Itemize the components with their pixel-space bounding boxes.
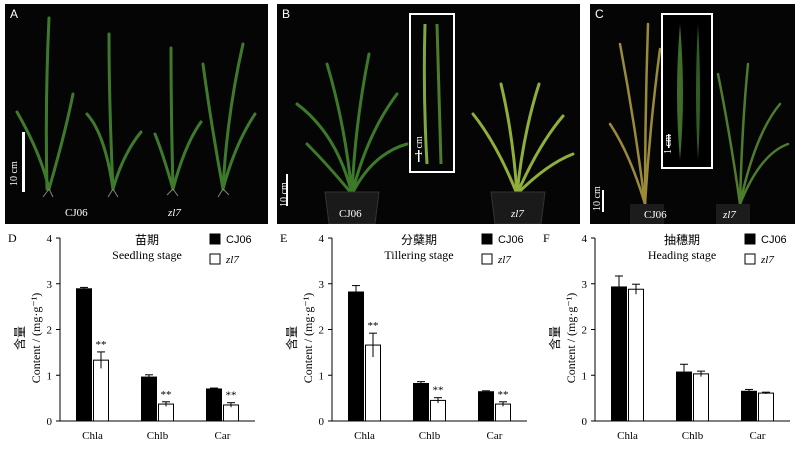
legend-label-zl7: zl7 xyxy=(497,254,511,266)
legend-label-cj06: CJ06 xyxy=(498,234,524,246)
seedling-plants-image xyxy=(15,16,257,198)
legend-label-zl7: zl7 xyxy=(225,254,239,266)
significance-marker: ** xyxy=(226,390,237,402)
chart-title-cn: 分蘖期 xyxy=(401,232,437,247)
bar-chla-zl7 xyxy=(628,288,644,422)
x-tick-label: Chla xyxy=(354,430,375,442)
x-tick-label: Chlb xyxy=(682,430,704,442)
y-axis-label: Content / (mg·g⁻¹) xyxy=(564,293,578,384)
scale-bar-label: 10 cm xyxy=(279,182,290,207)
panel-letter: E xyxy=(280,231,287,245)
y-tick-label: 3 xyxy=(319,279,325,291)
bar-chla-cj06 xyxy=(76,288,92,422)
inset-scale-label: 1 cm xyxy=(663,134,674,154)
label-cj06: CJ06 xyxy=(65,207,88,219)
x-tick-label: Chla xyxy=(82,430,103,442)
legend-swatch-zl7 xyxy=(209,253,221,265)
bar-chlb-zl7 xyxy=(158,403,174,422)
bar-chlb-zl7 xyxy=(430,399,446,422)
bar-car-cj06 xyxy=(478,391,494,422)
panel-letter-a: A xyxy=(10,7,19,21)
legend-swatch-zl7 xyxy=(744,253,756,265)
y-tick-label: 0 xyxy=(47,416,53,428)
significance-marker: ** xyxy=(498,389,509,401)
bar-car-cj06 xyxy=(206,388,222,422)
bar-car-cj06 xyxy=(741,390,757,422)
y-tick-label: 1 xyxy=(319,370,325,382)
y-tick-label: 3 xyxy=(582,279,588,291)
legend-label-cj06: CJ06 xyxy=(761,234,787,246)
label-zl7: zl7 xyxy=(723,209,736,221)
bar-car-zl7 xyxy=(223,404,239,422)
legend-swatch-cj06 xyxy=(481,233,493,245)
chart-panel-e: E 0 1 2 3 4 含量 Content / (mg·g⁻¹) 分蘖期 Tillering s… xyxy=(272,228,537,450)
legend-swatch-cj06 xyxy=(744,233,756,245)
y-tick-label: 3 xyxy=(47,279,53,291)
y-tick-label: 0 xyxy=(582,416,588,428)
scale-bar-label: 10 cm xyxy=(592,186,603,211)
label-cj06: CJ06 xyxy=(339,208,362,220)
legend-label-zl7: zl7 xyxy=(760,254,774,266)
y-tick-label: 4 xyxy=(319,233,325,245)
significance-marker: ** xyxy=(161,389,172,401)
y-axis-label: Content / (mg·g⁻¹) xyxy=(29,293,43,384)
bar-chla-cj06 xyxy=(348,291,364,422)
label-zl7: zl7 xyxy=(168,207,181,219)
y-tick-label: 4 xyxy=(582,233,588,245)
y-tick-label: 4 xyxy=(47,233,53,245)
bar-chlb-zl7 xyxy=(693,373,709,422)
y-axis-label-cn: 含量 xyxy=(547,326,562,350)
photo-panel-a: A 10 cm CJ06 zl7 xyxy=(5,4,268,224)
x-tick-label: Chlb xyxy=(419,430,441,442)
bar-chla-cj06 xyxy=(611,286,627,422)
bar-chlb-cj06 xyxy=(413,382,429,422)
inset-scale-label: 1 cm xyxy=(414,136,425,156)
legend-label-cj06: CJ06 xyxy=(226,234,252,246)
bar-car-zl7 xyxy=(495,403,511,422)
panel-letter: D xyxy=(8,231,17,245)
panel-letter-b: B xyxy=(282,7,291,21)
y-tick-label: 0 xyxy=(319,416,325,428)
x-tick-label: Car xyxy=(215,430,231,442)
photo-panel-c: C 10 cm 1 cm CJ06 zl7 xyxy=(590,4,795,224)
scale-bar-label: 10 cm xyxy=(9,161,20,186)
significance-marker: ** xyxy=(368,320,379,332)
label-cj06: CJ06 xyxy=(644,209,667,221)
legend-swatch-zl7 xyxy=(481,253,493,265)
x-tick-label: Car xyxy=(750,430,766,442)
y-tick-label: 2 xyxy=(319,325,325,337)
legend-swatch-cj06 xyxy=(209,233,221,245)
bar-car-zl7 xyxy=(758,392,774,422)
x-tick-label: Chla xyxy=(617,430,638,442)
tillering-plants-image xyxy=(286,13,575,224)
y-tick-label: 1 xyxy=(582,370,588,382)
y-tick-label: 2 xyxy=(47,325,53,337)
chart-title-en: Seedling stage xyxy=(112,248,182,262)
significance-marker: ** xyxy=(96,339,107,351)
chart-title-cn: 抽穗期 xyxy=(664,233,700,247)
chart-title-en: Tillering stage xyxy=(384,248,453,262)
y-tick-label: 1 xyxy=(47,370,53,382)
y-axis-label-cn: 含量 xyxy=(12,326,27,350)
significance-marker: ** xyxy=(433,385,444,397)
panel-letter-c: C xyxy=(595,7,604,21)
chart-panel-f: F 0 1 2 3 4 含量 Content / (mg·g⁻¹) 抽穗期 Heading sta… xyxy=(535,228,800,450)
y-axis-label: Content / (mg·g⁻¹) xyxy=(301,293,315,384)
y-axis-label-cn: 含量 xyxy=(284,326,299,350)
x-tick-label: Chlb xyxy=(147,430,169,442)
label-zl7: zl7 xyxy=(511,208,524,220)
x-tick-label: Car xyxy=(487,430,503,442)
chart-panel-d: D 0 1 2 3 4 含量 Content / (mg·g⁻¹) 苗期 Seedling sta… xyxy=(0,228,265,450)
chart-title-en: Heading stage xyxy=(648,248,716,262)
y-tick-label: 2 xyxy=(582,325,588,337)
chart-title-cn: 苗期 xyxy=(135,233,159,247)
panel-letter: F xyxy=(543,231,550,245)
bar-chla-zl7 xyxy=(93,359,109,422)
bar-chlb-cj06 xyxy=(141,376,157,422)
photo-panel-b: B 10 cm 1 cm CJ06 zl7 xyxy=(277,4,580,224)
heading-plants-image xyxy=(602,13,790,224)
